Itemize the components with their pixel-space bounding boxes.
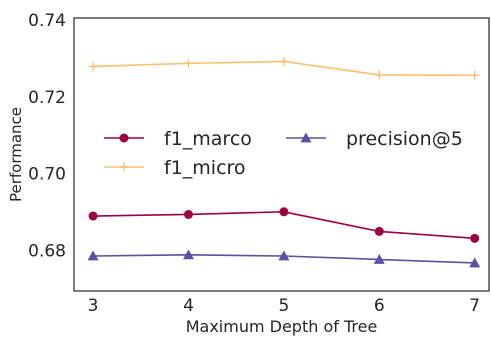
y-tick-label: 0.74 <box>28 11 66 31</box>
series-layer <box>88 57 481 267</box>
legend-entry-f1-micro: f1_micro <box>104 157 246 179</box>
data-point <box>470 234 479 243</box>
data-point <box>184 59 193 68</box>
legend-entry-f1-marco: f1_marco <box>104 128 252 150</box>
y-tick-label: 0.70 <box>28 165 66 185</box>
series-1 <box>89 57 480 80</box>
data-point <box>279 57 288 66</box>
y-tick-label: 0.68 <box>28 242 66 262</box>
series-2 <box>88 249 481 267</box>
data-point <box>89 62 98 71</box>
legend: f1_marco f1_micro precision@5 <box>104 128 463 179</box>
x-axis-ticks: 3 4 5 6 7 <box>88 296 480 316</box>
legend-entry-precision-at-5: precision@5 <box>286 128 463 150</box>
data-point <box>279 207 288 216</box>
x-tick-label: 6 <box>374 296 385 316</box>
x-tick-label: 7 <box>469 296 480 316</box>
data-point <box>470 71 479 80</box>
y-axis-ticks: 0.68 0.70 0.72 0.74 <box>28 11 66 262</box>
data-point <box>184 210 193 219</box>
y-tick-label: 0.72 <box>28 88 66 108</box>
x-tick-label: 3 <box>88 296 99 316</box>
legend-label-precision-at-5: precision@5 <box>346 128 463 150</box>
y-axis-label: Performance <box>7 107 25 202</box>
series-0 <box>89 207 480 243</box>
legend-label-f1-marco: f1_marco <box>164 128 252 150</box>
data-point <box>375 227 384 236</box>
legend-swatch-marker <box>120 134 129 143</box>
plot-border <box>74 18 489 291</box>
x-tick-label: 5 <box>278 296 289 316</box>
legend-label-f1-micro: f1_micro <box>164 157 246 179</box>
x-axis-label: Maximum Depth of Tree <box>186 317 378 336</box>
plot-frame <box>74 18 489 291</box>
x-tick-label: 4 <box>183 296 194 316</box>
data-point <box>375 70 384 79</box>
legend-swatch-marker <box>120 163 129 172</box>
data-point <box>89 212 98 221</box>
